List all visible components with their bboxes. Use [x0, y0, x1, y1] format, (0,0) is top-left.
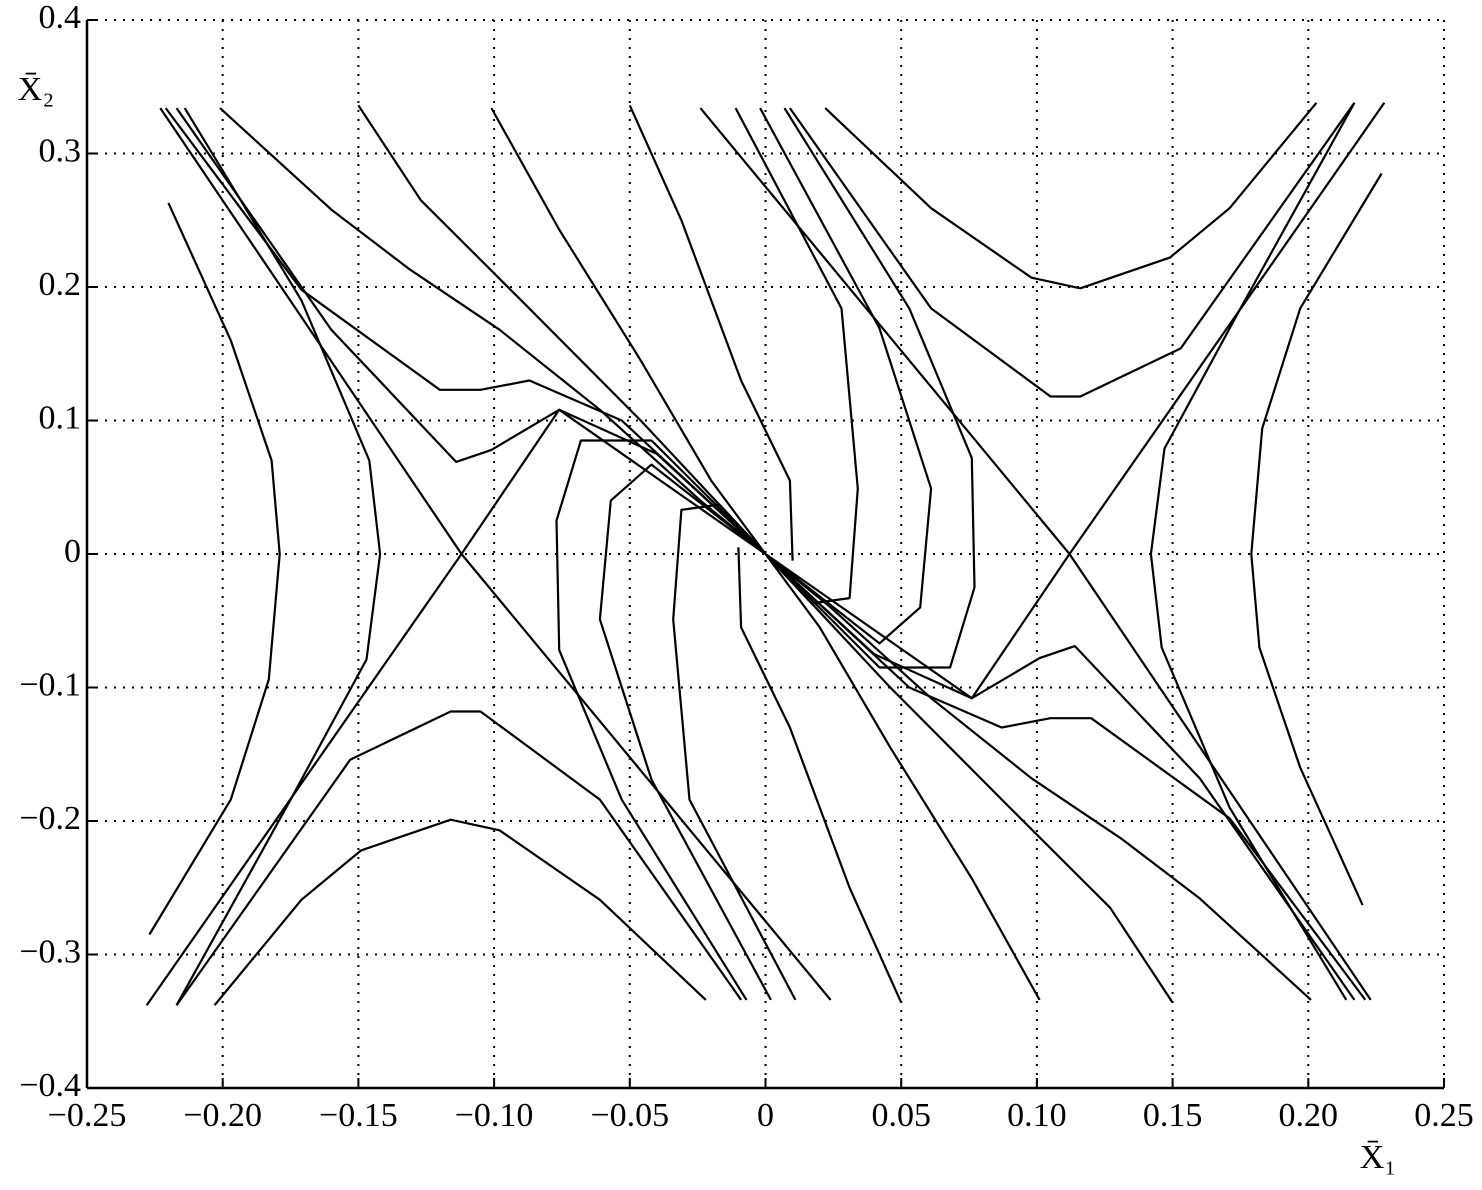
- x-tick-label: 0.20: [1279, 1097, 1339, 1134]
- trajectory: [159, 107, 832, 1001]
- trajectory: [213, 818, 707, 1006]
- trajectory: [764, 553, 1312, 1001]
- x-tick-label: −0.05: [590, 1097, 669, 1134]
- y-axis-label: X̄₂: [18, 71, 54, 108]
- x-tick-label: −0.15: [319, 1097, 398, 1134]
- x-tick-label: −0.10: [455, 1097, 534, 1134]
- trajectory: [555, 439, 767, 1001]
- y-tick-label: 0.2: [39, 266, 82, 303]
- trajectory: [1149, 102, 1356, 1001]
- x-tick-label: −0.20: [183, 1097, 262, 1134]
- trajectory: [598, 463, 772, 1001]
- trajectory: [628, 104, 794, 561]
- y-tick-label: 0.4: [39, 0, 82, 36]
- trajectory: [824, 102, 1318, 290]
- trajectory: [219, 107, 767, 555]
- x-tick-label: 0.05: [871, 1097, 931, 1134]
- trajectory: [357, 104, 767, 555]
- trajectory: [175, 107, 382, 1006]
- x-axis-label: X̄₁: [1360, 1139, 1396, 1176]
- x-tick-label: −0.25: [48, 1097, 127, 1134]
- x-tick-label: 0.25: [1414, 1097, 1474, 1134]
- trajectory: [490, 107, 767, 555]
- y-tick-label: −0.2: [19, 800, 81, 837]
- y-tick-label: 0: [64, 533, 81, 570]
- trajectory: [789, 102, 1356, 398]
- trajectory: [759, 107, 933, 645]
- trajectory: [672, 503, 797, 1001]
- trajectory: [1250, 172, 1383, 906]
- trajectory: [764, 107, 976, 669]
- y-tick-label: 0.1: [39, 399, 82, 436]
- x-tick-label: 0.10: [1007, 1097, 1067, 1134]
- trajectory: [164, 107, 767, 555]
- trajectory: [734, 107, 859, 605]
- x-tick-label: 0: [757, 1097, 774, 1134]
- y-tick-label: 0.3: [39, 132, 82, 169]
- trajectory: [764, 553, 1367, 1001]
- trajectory: [175, 107, 767, 555]
- y-tick-label: −0.3: [19, 933, 81, 970]
- trajectory: [737, 547, 903, 1004]
- trajectory: [764, 553, 1356, 1001]
- trajectory: [764, 553, 1174, 1004]
- y-tick-label: −0.4: [19, 1067, 81, 1104]
- trajectory: [148, 202, 281, 936]
- trajectory: [699, 107, 1372, 1001]
- y-tick-label: −0.1: [19, 666, 81, 703]
- x-tick-label: 0.15: [1143, 1097, 1203, 1134]
- trajectory: [175, 710, 742, 1006]
- trajectory: [764, 553, 1041, 1001]
